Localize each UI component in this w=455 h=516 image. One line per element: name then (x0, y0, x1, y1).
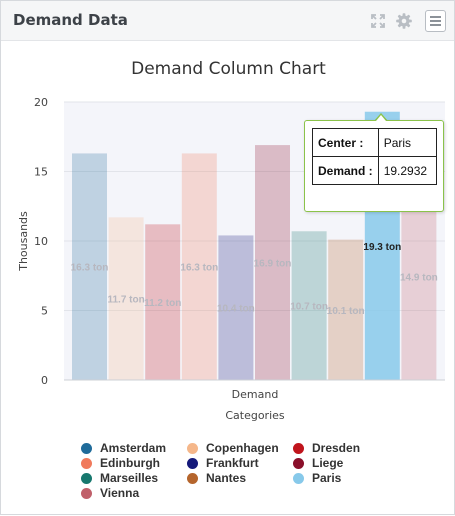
bar-copenhagen[interactable] (108, 217, 144, 380)
tooltip-value: Paris (377, 128, 437, 157)
bar-data-label: 16.9 ton (254, 259, 292, 270)
bar-data-label: 10.4 ton (217, 304, 255, 315)
legend-label: Paris (312, 471, 342, 485)
x-axis-title: Categories (225, 409, 285, 422)
y-tick-label: 15 (34, 166, 48, 179)
legend-label: Amsterdam (100, 441, 167, 455)
bar-frankfurt[interactable] (218, 235, 254, 380)
legend-label: Marseilles (100, 471, 159, 485)
tooltip-row-center: Center : Paris (312, 128, 437, 157)
legend-label: Edinburgh (100, 456, 160, 470)
bar-nantes[interactable] (328, 239, 364, 380)
bar-data-label: 10.1 ton (327, 306, 365, 317)
bar-amsterdam[interactable] (72, 153, 107, 380)
legend-label: Nantes (206, 471, 247, 485)
legend-label: Liege (312, 456, 344, 470)
legend-swatch (81, 488, 92, 499)
y-tick-labels: 0 5 10 15 20 (34, 96, 48, 387)
y-tick-label: 20 (34, 96, 48, 109)
tooltip: Center : Paris Demand : 19.2932 (304, 120, 444, 212)
panel-header: Demand Data (1, 1, 454, 41)
legend-swatch (293, 473, 304, 484)
bar-liege[interactable] (255, 145, 290, 380)
y-tick-label: 5 (41, 305, 48, 318)
legend-swatch (187, 473, 198, 484)
legend-label: Dresden (312, 441, 361, 455)
tooltip-value: 19.2932 (377, 156, 437, 185)
bar-data-label: 16.3 ton (71, 263, 109, 274)
hamburger-menu-icon[interactable] (425, 10, 446, 32)
gear-icon[interactable] (395, 12, 413, 30)
panel-title: Demand Data (13, 11, 128, 29)
tooltip-table: Center : Paris Demand : 19.2932 (312, 128, 437, 185)
tooltip-key: Center : (312, 128, 379, 157)
chart-title: Demand Column Chart (131, 59, 326, 79)
bar-labels: 16.3 ton 11.7 ton 11.2 ton 16.3 ton 10.4 ton… (71, 242, 438, 317)
legend-swatch (81, 458, 92, 469)
y-tick-label: 10 (34, 235, 48, 248)
legend-swatch (293, 443, 304, 454)
bar-data-label: 11.2 ton (144, 298, 181, 309)
legend-swatch (81, 443, 92, 454)
expand-icon[interactable] (369, 12, 387, 30)
bar-data-label: 11.7 ton (107, 295, 144, 306)
legend-swatch (293, 458, 304, 469)
legend-label: Vienna (100, 486, 140, 500)
legend-swatch (187, 458, 198, 469)
tooltip-arrow-inner (376, 115, 386, 121)
legend-label: Frankfurt (206, 456, 259, 470)
tooltip-row-demand: Demand : 19.2932 (312, 156, 437, 185)
bar-data-label: 10.7 ton (290, 302, 328, 313)
bar-data-label: 14.9 ton (400, 272, 438, 283)
bar-data-label: 19.3 ton (363, 242, 401, 253)
legend-swatch (81, 473, 92, 484)
y-tick-label: 0 (41, 374, 48, 387)
bar-edinburgh[interactable] (181, 153, 217, 380)
legend-label: Copenhagen (206, 441, 279, 455)
bar-dresden[interactable] (145, 224, 181, 380)
y-axis-title: Thousands (17, 211, 30, 272)
bar-marseilles[interactable] (291, 231, 327, 380)
tooltip-key: Demand : (312, 156, 379, 185)
bar-data-label: 16.3 ton (180, 263, 218, 274)
x-category-label: Demand (232, 388, 279, 401)
legend-swatch (187, 443, 198, 454)
